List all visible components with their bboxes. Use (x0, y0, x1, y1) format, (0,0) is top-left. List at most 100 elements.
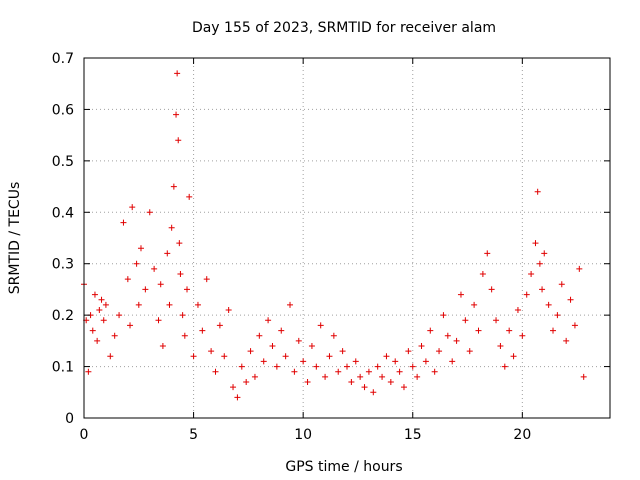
data-point (348, 379, 355, 385)
data-point (282, 353, 289, 360)
data-point (374, 363, 381, 370)
data-point (558, 281, 565, 288)
data-points (81, 70, 587, 401)
y-tick-label: 0.5 (52, 154, 74, 170)
data-point (571, 322, 578, 329)
y-tick-label: 0.1 (52, 360, 74, 376)
data-point (418, 343, 425, 349)
data-point (304, 379, 311, 385)
data-point (135, 301, 142, 308)
data-point (243, 379, 250, 385)
x-axis-label: GPS time / hours (285, 459, 402, 475)
data-point (317, 322, 324, 329)
data-point (352, 358, 359, 365)
data-point (176, 240, 183, 247)
data-point (457, 291, 464, 298)
data-point (96, 307, 103, 313)
data-point (256, 332, 263, 339)
data-point (322, 373, 329, 380)
data-point (387, 379, 394, 385)
data-point (488, 286, 495, 293)
data-point (124, 276, 131, 283)
x-tick-labels: 0 5 10 15 20 (80, 427, 532, 443)
data-point (466, 348, 473, 355)
data-point (170, 183, 177, 190)
data-point (247, 348, 254, 355)
data-point (493, 317, 500, 324)
data-point (449, 358, 456, 365)
data-point (199, 327, 206, 334)
data-point (330, 332, 337, 339)
data-point (142, 286, 149, 293)
y-tick-label: 0.3 (52, 257, 74, 273)
data-point (313, 363, 320, 370)
y-tick-label: 0.6 (52, 102, 74, 118)
data-point (344, 363, 350, 370)
x-tick-label: 10 (294, 427, 312, 443)
data-point (370, 389, 377, 396)
y-axis-label: SRMTID / TECUs (7, 182, 23, 295)
data-point (273, 363, 280, 370)
data-point (186, 193, 193, 200)
x-tick-label: 5 (189, 427, 198, 443)
data-point (212, 368, 219, 375)
data-point (519, 332, 526, 339)
data-point (563, 337, 570, 344)
data-point (576, 265, 583, 272)
data-point (155, 317, 162, 324)
data-point (111, 332, 118, 339)
data-point (85, 368, 92, 375)
data-point (102, 301, 109, 308)
data-point (523, 291, 530, 298)
data-point (184, 286, 191, 293)
data-point (107, 353, 114, 360)
data-point (181, 332, 188, 339)
data-point (89, 327, 96, 334)
data-point (291, 368, 298, 375)
data-point (137, 245, 144, 252)
data-point (545, 301, 552, 308)
data-point (392, 358, 399, 365)
data-point (216, 322, 223, 329)
data-point (238, 363, 245, 370)
data-point (300, 358, 307, 365)
data-point (361, 384, 368, 391)
data-point (436, 348, 443, 355)
data-point (177, 271, 184, 277)
data-point (550, 327, 557, 334)
y-tick-label: 0.2 (52, 308, 74, 324)
data-point (427, 327, 434, 334)
data-point (396, 368, 403, 375)
data-point (567, 296, 574, 303)
data-point (541, 250, 548, 257)
data-point (194, 301, 201, 308)
x-tick-label: 15 (404, 427, 422, 443)
y-tick-labels: 0 0.1 0.2 0.3 0.4 0.5 0.6 0.7 (52, 51, 74, 427)
data-point (133, 260, 140, 267)
data-point (534, 188, 541, 195)
data-point (484, 250, 491, 257)
data-point (379, 373, 386, 380)
data-point (422, 358, 429, 365)
y-tick-label: 0.4 (52, 205, 74, 221)
data-point (221, 353, 228, 360)
data-point (260, 358, 267, 365)
data-point (179, 312, 186, 319)
chart-title: Day 155 of 2023, SRMTID for receiver ala… (192, 20, 496, 36)
data-point (532, 240, 539, 247)
x-tick-label: 0 (80, 427, 89, 443)
data-point (174, 70, 181, 77)
data-point (164, 250, 171, 257)
y-tick-label: 0.7 (52, 51, 74, 67)
data-point (265, 317, 272, 324)
y-tick-label: 0 (65, 411, 74, 427)
x-tick-label: 20 (513, 427, 531, 443)
data-point (383, 353, 390, 360)
data-point (278, 327, 285, 334)
data-point (444, 332, 451, 339)
data-point (414, 373, 421, 380)
data-point (475, 327, 482, 334)
data-point (497, 343, 504, 349)
data-point (510, 353, 517, 360)
